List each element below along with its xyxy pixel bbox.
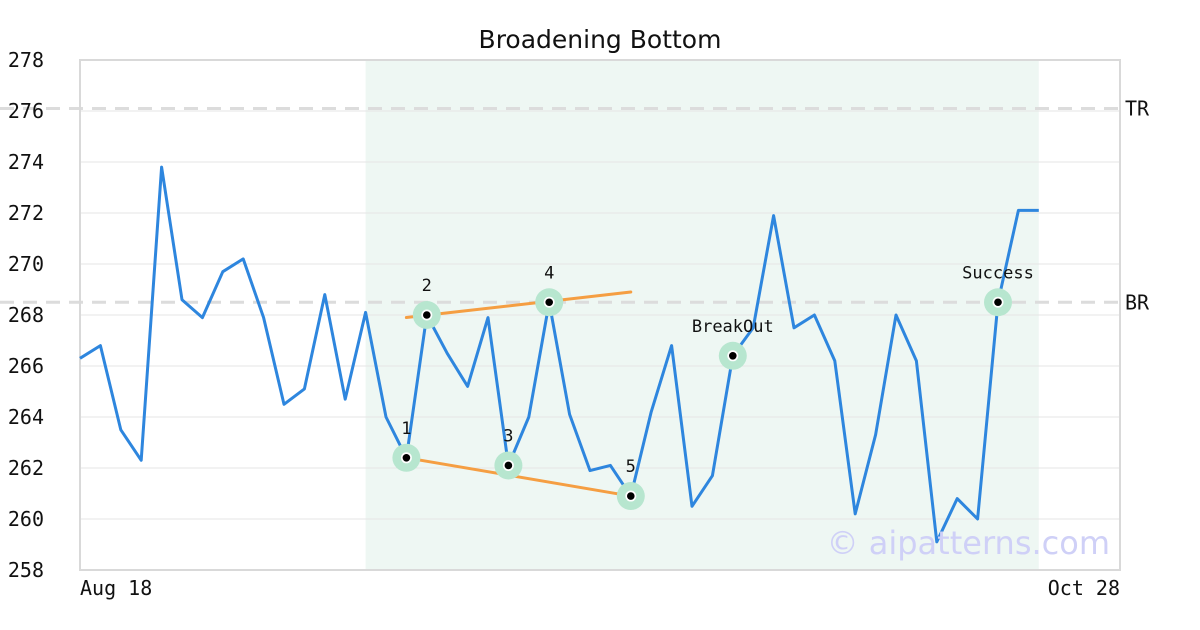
marker-label: 4 xyxy=(544,263,554,283)
y-tick-label: 272 xyxy=(8,201,44,225)
marker-dot xyxy=(994,298,1002,307)
price-series-line xyxy=(79,165,1039,544)
x-tick-label: Aug 18 xyxy=(80,576,152,600)
y-tick-label: 270 xyxy=(8,252,44,276)
y-tick-label: 266 xyxy=(8,354,44,378)
y-tick-label: 264 xyxy=(8,405,44,429)
watermark: © aipatterns.com xyxy=(827,524,1110,562)
marker-label: 5 xyxy=(626,457,636,477)
y-tick-label: 260 xyxy=(8,507,44,531)
marker-dot xyxy=(402,454,411,462)
level-label: BR xyxy=(1125,290,1150,314)
axis-ticks: 258 260 262 264 266 268 270 272 274 276 278 Aug 18 O… xyxy=(8,48,1120,600)
marker-dot xyxy=(504,461,513,470)
marker-dot xyxy=(729,352,737,360)
marker-label: 3 xyxy=(503,426,513,446)
marker-label: 1 xyxy=(401,419,411,439)
trendline xyxy=(404,290,633,320)
y-tick-label: 262 xyxy=(8,456,44,480)
level-label: TR xyxy=(1125,96,1150,120)
y-tick-label: 274 xyxy=(8,150,44,174)
x-tick-label: Oct 28 xyxy=(1048,576,1120,600)
marker-dot xyxy=(545,298,553,307)
marker-label: 2 xyxy=(422,276,432,296)
chart-title: Broadening Bottom xyxy=(479,25,722,54)
y-tick-label: 278 xyxy=(8,48,44,72)
pattern-markers: 1 2 3 4 5 BreakOut Success xyxy=(392,263,1034,511)
y-tick-label: 268 xyxy=(8,303,44,327)
marker-dot xyxy=(423,311,431,319)
marker-label: Success xyxy=(962,263,1034,283)
marker-dot xyxy=(627,492,635,500)
y-tick-label: 258 xyxy=(8,558,44,582)
marker-label: BreakOut xyxy=(692,317,774,337)
trendlines xyxy=(404,290,633,498)
plot-frame xyxy=(79,59,1121,571)
trendline xyxy=(404,456,633,498)
y-tick-label: 276 xyxy=(8,99,44,123)
